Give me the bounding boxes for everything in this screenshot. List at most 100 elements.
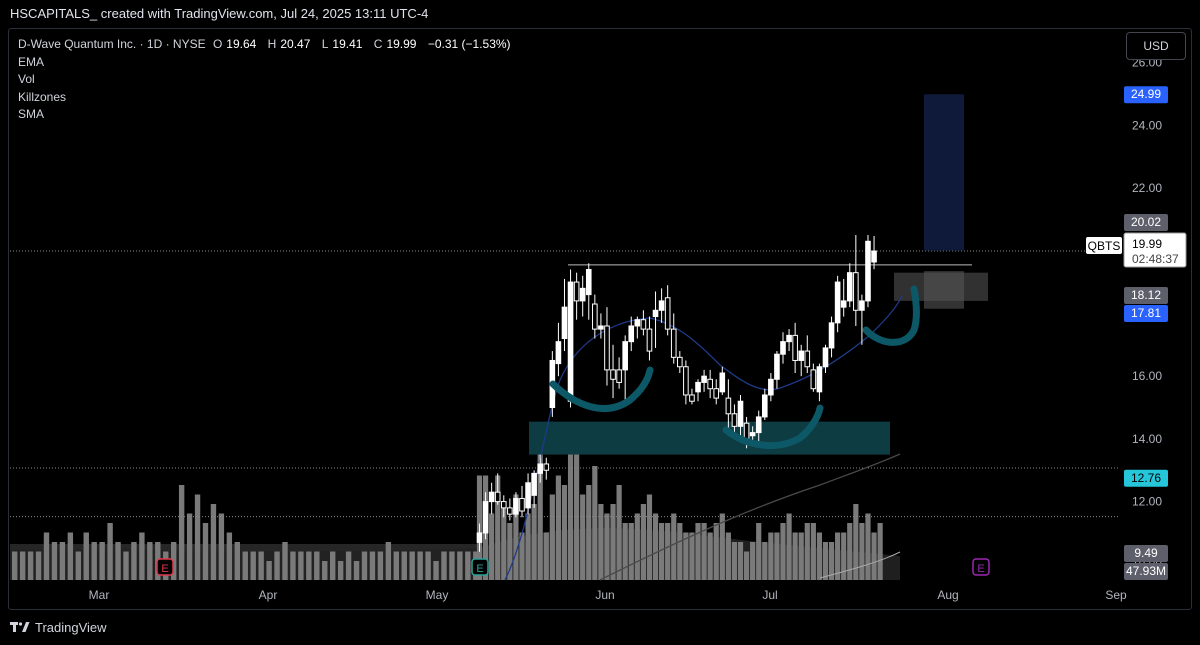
volume-bar: [701, 523, 707, 580]
volume-bar: [640, 504, 646, 580]
candle-body: [713, 388, 720, 399]
candle-body: [683, 366, 689, 396]
volume-bar: [417, 551, 423, 580]
earnings-marker-box: [972, 558, 990, 576]
volume-bar: [433, 561, 439, 580]
candle-body: [719, 372, 726, 393]
candle-body: [531, 472, 537, 496]
volume-bar: [519, 532, 525, 580]
price-label-bg: [1124, 305, 1168, 322]
candle-body: [561, 306, 568, 340]
candle-body: [701, 375, 707, 383]
x-tick-label: Sep: [1105, 588, 1127, 602]
candle-body: [689, 394, 695, 402]
last-price-value: 19.99: [1132, 237, 1162, 251]
volume-bar: [671, 513, 677, 580]
volume-bar: [634, 513, 640, 580]
volume-bar: [178, 485, 185, 580]
ticker-tag-bg: [1086, 237, 1122, 254]
indicator-killzones[interactable]: Killzones: [18, 89, 67, 104]
volume-bar: [768, 532, 774, 580]
x-tick-label: Mar: [89, 588, 110, 602]
open-value: 19.64: [226, 37, 257, 51]
earnings-marker-box: [471, 558, 489, 576]
candle-body: [664, 297, 671, 330]
tradingview-logo-icon: [10, 622, 30, 632]
volume-bar: [99, 542, 105, 580]
candle-body: [834, 281, 841, 324]
indicator-sma[interactable]: SMA: [18, 107, 45, 121]
volume-bar: [628, 523, 634, 580]
volume-bar: [35, 551, 42, 580]
candle-body: [500, 501, 507, 509]
currency-button[interactable]: USD: [1126, 32, 1186, 60]
sma-line: [599, 453, 901, 581]
candle-body: [543, 463, 550, 471]
price-label-value: 9.49: [1134, 546, 1158, 560]
candle-body: [628, 325, 635, 343]
candle-body: [798, 350, 805, 361]
volume-bar: [598, 504, 604, 580]
earnings-marker-label: E: [977, 563, 984, 575]
volume-bar: [616, 485, 622, 580]
volume-bar: [322, 561, 328, 580]
volume-bar: [107, 523, 113, 580]
volume-bar: [780, 523, 786, 580]
earnings-marker: E: [972, 558, 990, 576]
volume-bar: [298, 551, 304, 580]
volume-bar: [83, 532, 89, 580]
volume-bar: [131, 542, 137, 580]
volume-bar: [555, 475, 562, 580]
volume-bar: [377, 551, 384, 580]
volume-bar: [574, 447, 580, 580]
price-label: 9.49: [1124, 545, 1168, 562]
volume-bar: [457, 551, 463, 580]
candle-body: [494, 491, 501, 503]
volume-bar: [250, 551, 256, 580]
volume-bar: [798, 532, 804, 580]
volume-bar: [274, 551, 280, 580]
volume-bar: [425, 551, 431, 580]
volume-bar: [495, 475, 501, 580]
volume-bar: [465, 551, 471, 580]
volume-bar: [186, 513, 193, 580]
curve-right-cup: [862, 285, 920, 346]
candle-body: [846, 272, 853, 302]
volume-bar: [646, 494, 653, 580]
volume-bar: [580, 494, 586, 580]
volume-bar: [816, 532, 823, 580]
volume-bar: [610, 504, 616, 580]
volume-bar: [774, 532, 780, 580]
candle-body: [555, 341, 562, 365]
high-value: 20.47: [280, 37, 311, 51]
target-box: [924, 94, 964, 251]
volume-bar: [622, 523, 628, 580]
y-tick-label: 24.00: [1132, 118, 1162, 132]
volume-bar: [683, 532, 689, 580]
candle-body: [634, 319, 641, 327]
indicator-vol[interactable]: Vol: [18, 72, 35, 86]
candle-body: [853, 272, 859, 311]
candle-body: [780, 341, 786, 355]
volume-bar: [841, 532, 847, 580]
y-tick-label: 12.00: [1132, 495, 1162, 509]
candle-body: [519, 497, 525, 512]
support-zone: [529, 421, 890, 455]
volume-bar: [750, 542, 756, 580]
candle-body: [573, 281, 580, 302]
indicator-ema[interactable]: EMA: [18, 54, 45, 69]
price-label-value: 24.99: [1131, 87, 1161, 101]
candle-body: [768, 378, 774, 396]
volume-bar: [810, 523, 816, 580]
candle-body: [507, 507, 513, 515]
volume-bar: [719, 513, 725, 580]
candle-body: [525, 482, 531, 509]
symbol-label[interactable]: D-Wave Quantum Inc. · 1D · NYSE: [18, 37, 206, 51]
attribution-header: HSCAPITALS_ created with TradingView.com…: [10, 6, 429, 21]
candle-body: [822, 347, 829, 368]
candle-body: [792, 334, 798, 361]
volume-bar: [449, 551, 455, 580]
price-label-bg: [1124, 287, 1168, 304]
stop-zone-box: [924, 271, 964, 309]
